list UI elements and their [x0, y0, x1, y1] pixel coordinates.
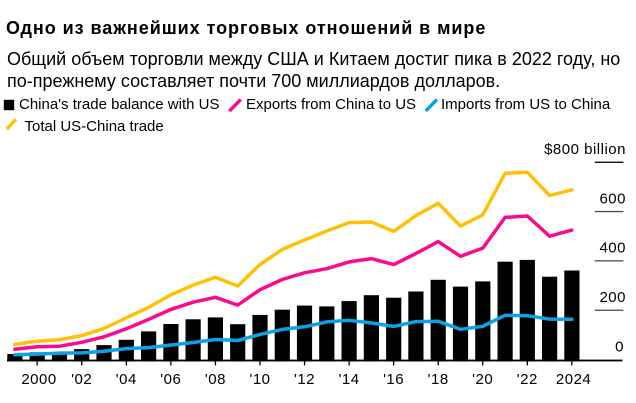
svg-text:2000: 2000 [21, 371, 56, 388]
svg-text:200: 200 [599, 289, 626, 306]
svg-text:'12: '12 [294, 371, 315, 388]
svg-text:'16: '16 [383, 371, 404, 388]
svg-text:'14: '14 [339, 371, 360, 388]
svg-text:'20: '20 [472, 371, 493, 388]
svg-text:'06: '06 [160, 371, 181, 388]
svg-text:'02: '02 [71, 371, 92, 388]
svg-text:600: 600 [599, 190, 626, 207]
svg-text:$800 billion: $800 billion [544, 141, 626, 158]
svg-text:'22: '22 [517, 371, 538, 388]
svg-text:'10: '10 [249, 371, 270, 388]
svg-text:2024: 2024 [556, 371, 591, 388]
svg-text:0: 0 [615, 339, 624, 356]
svg-text:'18: '18 [428, 371, 449, 388]
svg-text:'04: '04 [116, 371, 137, 388]
svg-text:400: 400 [599, 240, 626, 257]
svg-text:'08: '08 [205, 371, 226, 388]
